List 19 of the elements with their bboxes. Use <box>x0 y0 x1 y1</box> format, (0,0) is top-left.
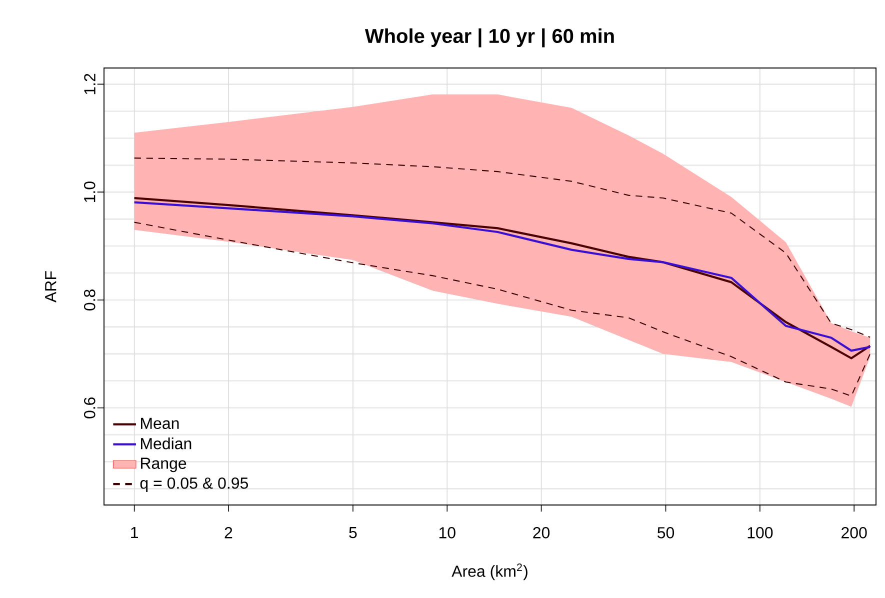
x-tick-label: 1 <box>131 527 138 538</box>
x-tick-label: 20 <box>533 527 550 538</box>
x-tick-label: 200 <box>842 527 867 538</box>
chart-title: Whole year | 10 yr | 60 min <box>364 28 614 48</box>
x-tick-label: 2 <box>224 527 232 538</box>
x-tick-label: 100 <box>748 527 773 538</box>
legend-label: Median <box>141 438 192 450</box>
y-axis-title: ARF <box>45 271 56 302</box>
x-tick-label: 10 <box>439 527 456 538</box>
y-tick-label: 1.2 <box>84 74 96 94</box>
legend-label: Range <box>141 458 186 472</box>
y-tick-label: 0.8 <box>84 290 96 310</box>
x-tick-label: 5 <box>349 527 357 538</box>
x-tick-label: 50 <box>658 527 674 538</box>
x-axis-title: Area (km$^{2}$) <box>452 564 528 580</box>
legend-label: q = 0.05 & 0.95 <box>140 477 248 492</box>
legend-label: Mean <box>141 418 179 430</box>
y-tick-label: 1.0 <box>84 182 96 202</box>
y-tick-label: 0.6 <box>84 397 96 418</box>
